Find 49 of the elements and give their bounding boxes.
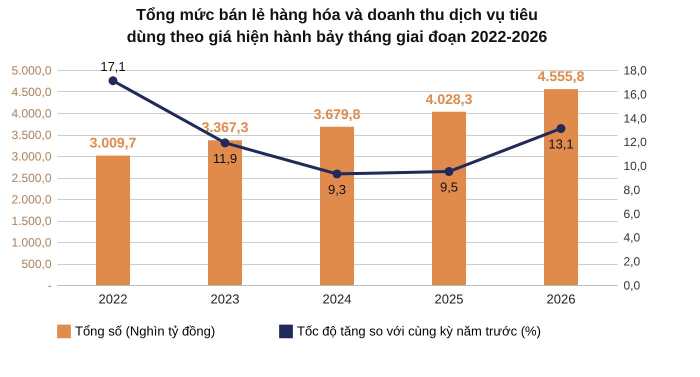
y2-tick-label: 6,0 bbox=[624, 206, 641, 221]
y2-tick-label: 10,0 bbox=[624, 159, 648, 174]
y-tick-label: 1.500,0 bbox=[11, 214, 52, 228]
point bbox=[556, 124, 566, 133]
data-label: 11,9 bbox=[212, 150, 238, 166]
data-label: 9,3 bbox=[328, 182, 346, 197]
data-label: 3.679,8 bbox=[314, 106, 361, 122]
y-tick-label: 4.500,0 bbox=[11, 85, 52, 99]
y-tick-label: - bbox=[48, 278, 52, 292]
y2-tick-label: 18,0 bbox=[624, 64, 648, 78]
legend-label: Tốc độ tăng so với cùng kỳ năm trước (%) bbox=[297, 323, 541, 338]
point bbox=[444, 167, 454, 176]
x-tick-label: 2022 bbox=[98, 292, 128, 306]
y2-tick-label: 2,0 bbox=[624, 254, 641, 269]
x-tick-label: 2024 bbox=[322, 292, 352, 306]
y2-tick-label: 0,0 bbox=[624, 278, 641, 292]
data-label: 9,5 bbox=[440, 180, 458, 195]
point bbox=[332, 169, 342, 178]
data-label: 3.009,7 bbox=[90, 134, 137, 151]
chart-title: Tổng mức bán lẻ hàng hóa và doanh thu dịch vụ tiêu dùng theo giá hiện hành bảy tháng giai đoạn 2022-2026 bbox=[126, 6, 548, 46]
y-tick-label: 3.500,0 bbox=[11, 128, 52, 142]
y2-tick-label: 12,0 bbox=[624, 135, 648, 150]
bar bbox=[208, 140, 242, 285]
bar bbox=[432, 112, 466, 285]
data-label: 4.028,3 bbox=[426, 90, 473, 107]
bar bbox=[320, 126, 354, 285]
data-label: 13,1 bbox=[548, 136, 574, 152]
data-label: 17,1 bbox=[100, 58, 126, 74]
x-tick-label: 2025 bbox=[434, 292, 464, 306]
bar bbox=[96, 156, 130, 285]
legend-label: Tổng số (Nghìn tỷ đồng) bbox=[75, 323, 216, 338]
point bbox=[108, 76, 118, 86]
y-tick-label: 3.000,0 bbox=[11, 150, 52, 164]
y-tick-label: 2.000,0 bbox=[11, 192, 52, 206]
x-tick-label: 2023 bbox=[210, 292, 240, 306]
y-tick-label: 4.000,0 bbox=[11, 106, 52, 120]
y2-tick-label: 4,0 bbox=[624, 230, 641, 245]
y2-tick-label: 16,0 bbox=[624, 87, 648, 102]
y-tick-label: 500,0 bbox=[21, 257, 52, 271]
y-tick-label: 1.000,0 bbox=[11, 236, 52, 250]
y2-tick-label: 14,0 bbox=[624, 111, 648, 126]
x-tick-label: 2026 bbox=[546, 292, 576, 306]
bar bbox=[544, 89, 578, 285]
data-label: 3.367,3 bbox=[202, 119, 249, 136]
data-label: 4.555,8 bbox=[538, 68, 585, 84]
y2-tick-label: 8,0 bbox=[624, 182, 641, 197]
point bbox=[220, 138, 230, 148]
y-tick-label: 5.000,0 bbox=[11, 64, 52, 78]
y-tick-label: 2.500,0 bbox=[11, 171, 52, 185]
